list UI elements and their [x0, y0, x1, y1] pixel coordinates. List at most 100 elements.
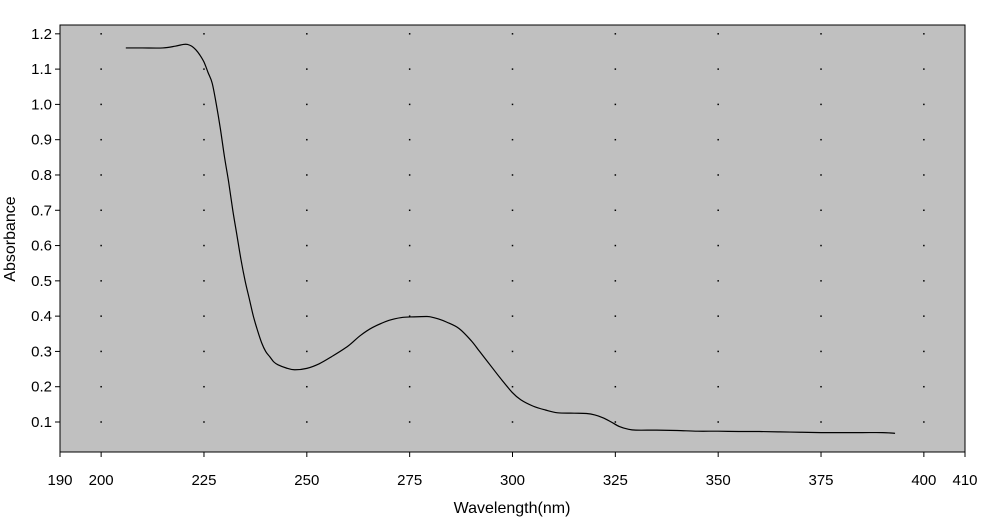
grid-dot: [306, 138, 308, 141]
grid-dot: [408, 421, 411, 423]
grid-dot: [203, 33, 205, 35]
grid-dot: [203, 209, 205, 212]
grid-dot: [203, 68, 205, 70]
y-axis: 0.1 0.2 0.3 0.4 0.5 0.6 0.7 0.8 0.9 1.0 1.1 1.2: [31, 26, 60, 431]
y-tick-label: 0.2: [31, 379, 52, 396]
grid-dot: [306, 280, 308, 282]
grid-dot: [100, 138, 102, 141]
grid-dot: [408, 174, 411, 176]
grid-dot: [203, 138, 205, 141]
grid-dot: [923, 138, 925, 141]
grid-dot: [306, 385, 308, 388]
grid-dot: [511, 244, 514, 247]
grid-dot: [614, 68, 617, 70]
grid-dot: [100, 68, 102, 70]
grid-dot: [306, 33, 308, 35]
grid-dot: [511, 280, 514, 282]
grid-dot: [511, 209, 514, 212]
plot-area: [59, 24, 966, 453]
grid-dot: [306, 68, 308, 70]
grid-dot: [203, 244, 205, 247]
grid-dot: [100, 174, 102, 176]
grid-dot: [511, 33, 514, 35]
grid-dot: [717, 244, 719, 247]
grid-dot: [614, 209, 617, 212]
grid-dot: [203, 421, 205, 423]
grid-dot: [820, 103, 822, 106]
x-tick-label: 400: [911, 472, 936, 489]
x-tick-label: 350: [706, 472, 731, 489]
grid-dot: [408, 244, 411, 247]
grid-dot: [614, 244, 617, 247]
grid-dot: [408, 103, 411, 106]
grid-dot: [306, 209, 308, 212]
grid-dot: [820, 385, 822, 388]
grid-dot: [614, 385, 617, 388]
y-tick-label: 0.1: [31, 414, 52, 431]
x-axis-title: Wavelength(nm): [454, 500, 571, 517]
y-tick-label: 0.5: [31, 273, 52, 290]
grid-dot: [923, 244, 925, 247]
grid-dot: [717, 174, 719, 176]
grid-dot: [511, 385, 514, 388]
grid-dot: [511, 103, 514, 106]
y-axis-title: Absorbance: [2, 196, 19, 281]
grid-dot: [820, 350, 822, 353]
x-tick-label: 325: [603, 472, 628, 489]
grid-dot: [203, 385, 205, 388]
grid-dot: [820, 209, 822, 212]
y-tick-label: 0.4: [31, 308, 52, 325]
x-tick-label: 375: [809, 472, 834, 489]
grid-dot: [717, 138, 719, 141]
grid-dot: [717, 350, 719, 353]
grid-dot: [717, 103, 719, 106]
x-tick-label: 225: [191, 472, 216, 489]
grid-dot: [923, 421, 925, 423]
grid-dot: [408, 315, 411, 317]
y-tick-label: 0.8: [31, 167, 52, 184]
grid-dot: [614, 174, 617, 176]
y-tick-label: 0.3: [31, 343, 52, 360]
grid-dot: [820, 174, 822, 176]
x-tick-label: 250: [294, 472, 319, 489]
grid-dots: [100, 33, 925, 423]
grid-dot: [511, 315, 514, 317]
grid-dot: [923, 68, 925, 70]
y-tick-label: 0.6: [31, 238, 52, 255]
grid-dot: [203, 280, 205, 282]
grid-dot: [614, 138, 617, 141]
grid-dot: [614, 103, 617, 106]
grid-dot: [923, 350, 925, 353]
x-tick-label: 410: [952, 472, 977, 489]
grid-dot: [100, 350, 102, 353]
grid-dot: [820, 244, 822, 247]
x-tick-label: 300: [500, 472, 525, 489]
grid-dot: [923, 280, 925, 282]
y-tick-label: 1.0: [31, 96, 52, 113]
grid-dot: [820, 138, 822, 141]
grid-dot: [408, 209, 411, 212]
grid-dot: [820, 280, 822, 282]
grid-dot: [717, 33, 719, 35]
grid-dot: [306, 103, 308, 106]
grid-dot: [923, 385, 925, 388]
grid-dot: [306, 350, 308, 353]
grid-dot: [203, 103, 205, 106]
grid-dot: [614, 421, 617, 423]
grid-dot: [614, 315, 617, 317]
grid-dot: [408, 68, 411, 70]
grid-dot: [820, 315, 822, 317]
grid-dot: [511, 138, 514, 141]
grid-dot: [100, 244, 102, 247]
grid-dot: [511, 174, 514, 176]
y-tick-label: 0.9: [31, 132, 52, 149]
grid-dot: [717, 421, 719, 423]
series-line: [125, 43, 896, 434]
grid-dot: [100, 209, 102, 212]
grid-dot: [408, 33, 411, 35]
grid-dot: [717, 315, 719, 317]
grid-dot: [923, 103, 925, 106]
grid-dot: [408, 138, 411, 141]
